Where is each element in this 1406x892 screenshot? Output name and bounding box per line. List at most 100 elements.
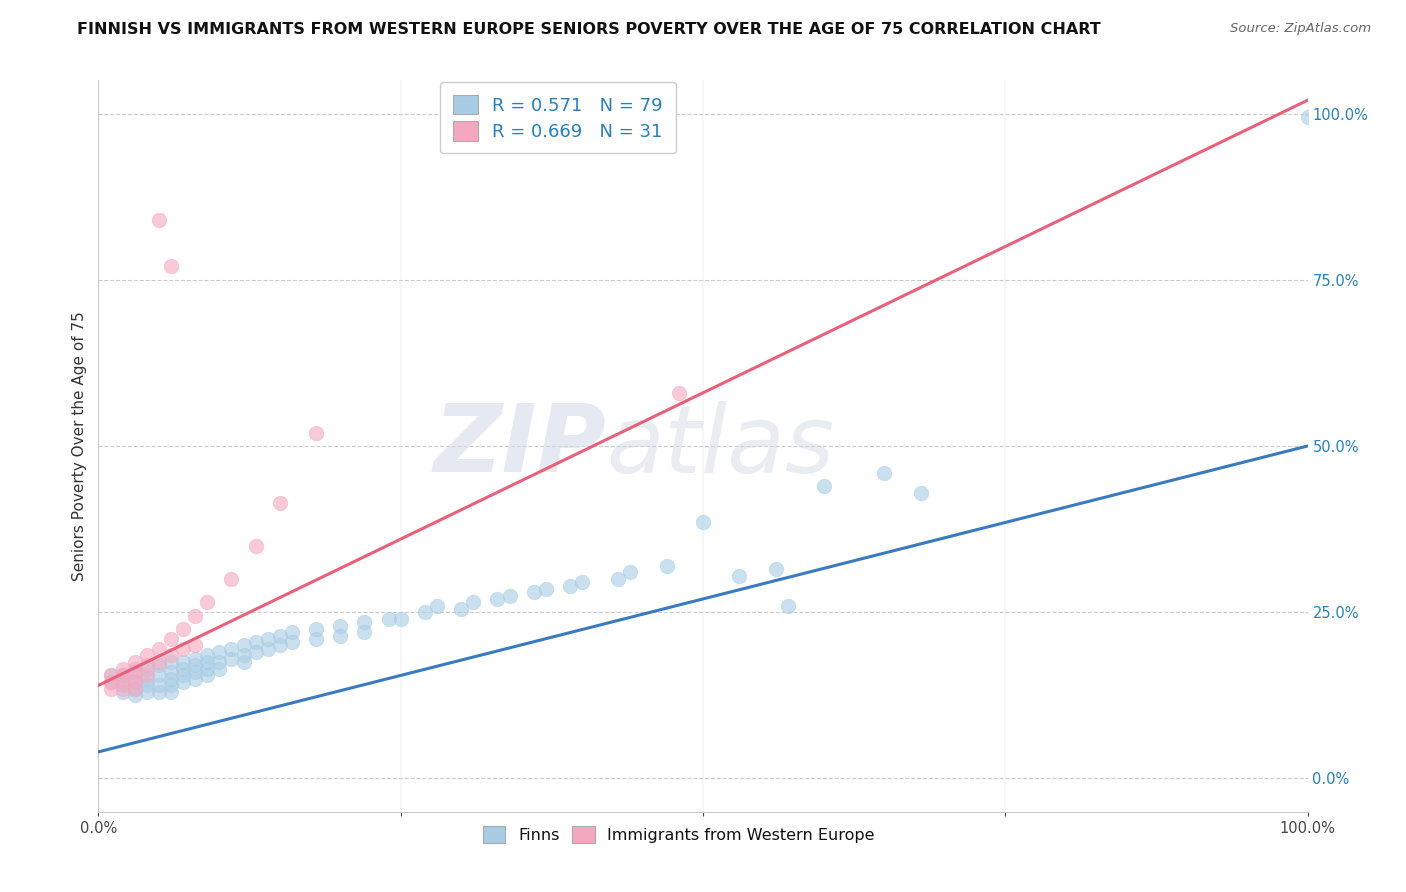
Point xyxy=(208,655,231,669)
Point xyxy=(305,425,328,440)
Point xyxy=(281,625,304,640)
Point xyxy=(329,618,352,632)
Text: atlas: atlas xyxy=(606,401,835,491)
Point xyxy=(124,655,146,669)
Point xyxy=(523,585,546,599)
Point xyxy=(160,260,183,274)
Point xyxy=(160,685,183,699)
Point xyxy=(389,612,412,626)
Point xyxy=(148,655,170,669)
Point xyxy=(148,641,170,656)
Point xyxy=(160,655,183,669)
Point xyxy=(221,652,243,666)
Point xyxy=(619,566,641,580)
Point xyxy=(281,635,304,649)
Point xyxy=(232,639,254,653)
Point xyxy=(111,668,134,682)
Point xyxy=(256,632,278,646)
Point xyxy=(124,675,146,690)
Point xyxy=(232,648,254,663)
Point xyxy=(148,668,170,682)
Point xyxy=(571,575,593,590)
Point xyxy=(353,615,375,630)
Point xyxy=(135,662,157,676)
Text: Source: ZipAtlas.com: Source: ZipAtlas.com xyxy=(1230,22,1371,36)
Point xyxy=(208,662,231,676)
Point xyxy=(208,645,231,659)
Point xyxy=(245,539,267,553)
Point xyxy=(135,648,157,663)
Point xyxy=(195,648,218,663)
Point xyxy=(135,678,157,692)
Point xyxy=(377,612,399,626)
Point xyxy=(100,675,122,690)
Point xyxy=(910,485,932,500)
Point xyxy=(135,672,157,686)
Point xyxy=(728,568,751,582)
Point xyxy=(245,635,267,649)
Y-axis label: Seniors Poverty Over the Age of 75: Seniors Poverty Over the Age of 75 xyxy=(72,311,87,581)
Point xyxy=(534,582,557,596)
Point xyxy=(558,579,581,593)
Point xyxy=(100,675,122,690)
Point xyxy=(111,685,134,699)
Point xyxy=(184,658,207,673)
Text: ZIP: ZIP xyxy=(433,400,606,492)
Point xyxy=(124,689,146,703)
Point xyxy=(124,681,146,696)
Point xyxy=(668,385,690,400)
Point xyxy=(135,685,157,699)
Point xyxy=(184,608,207,623)
Point xyxy=(160,678,183,692)
Point xyxy=(195,668,218,682)
Point xyxy=(100,668,122,682)
Point xyxy=(353,625,375,640)
Point xyxy=(221,641,243,656)
Point xyxy=(269,639,291,653)
Point xyxy=(111,662,134,676)
Point xyxy=(111,678,134,692)
Point xyxy=(1296,110,1319,124)
Point xyxy=(692,516,714,530)
Point xyxy=(184,652,207,666)
Point xyxy=(124,662,146,676)
Point xyxy=(172,641,194,656)
Point xyxy=(172,622,194,636)
Point xyxy=(160,672,183,686)
Point xyxy=(195,655,218,669)
Point xyxy=(195,595,218,609)
Point xyxy=(124,665,146,679)
Point xyxy=(172,655,194,669)
Point xyxy=(450,602,472,616)
Point xyxy=(305,622,328,636)
Point xyxy=(607,572,630,586)
Point xyxy=(184,672,207,686)
Point xyxy=(184,665,207,679)
Point xyxy=(776,599,799,613)
Point xyxy=(148,213,170,227)
Point xyxy=(111,668,134,682)
Point xyxy=(655,558,678,573)
Point xyxy=(195,662,218,676)
Point xyxy=(873,466,896,480)
Point xyxy=(135,668,157,682)
Point xyxy=(172,662,194,676)
Point xyxy=(172,668,194,682)
Point xyxy=(269,495,291,509)
Point xyxy=(160,665,183,679)
Point xyxy=(100,681,122,696)
Point xyxy=(124,675,146,690)
Point xyxy=(184,639,207,653)
Point xyxy=(100,668,122,682)
Point xyxy=(269,628,291,642)
Point xyxy=(160,648,183,663)
Point xyxy=(463,595,485,609)
Point xyxy=(148,678,170,692)
Point xyxy=(305,632,328,646)
Point xyxy=(486,591,509,606)
Point xyxy=(498,589,520,603)
Point xyxy=(232,655,254,669)
Legend: Finns, Immigrants from Western Europe: Finns, Immigrants from Western Europe xyxy=(475,818,883,851)
Point xyxy=(111,681,134,696)
Point xyxy=(813,479,835,493)
